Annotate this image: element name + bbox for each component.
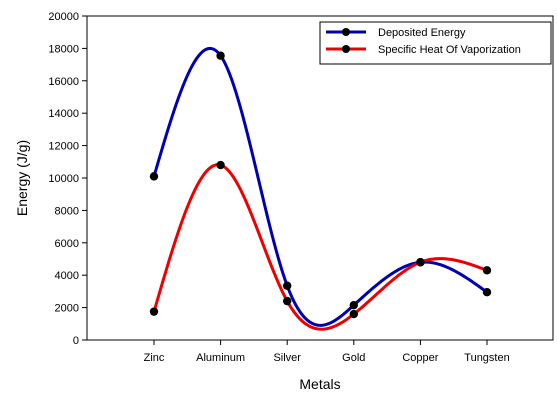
data-point-vaporization-heat xyxy=(216,160,225,170)
series-line-vaporization-heat xyxy=(152,163,488,331)
y-tick-label: 10000 xyxy=(48,173,79,185)
legend-marker-vaporization xyxy=(342,45,350,53)
y-tick-label: 16000 xyxy=(48,76,79,88)
legend-box xyxy=(319,21,552,65)
y-axis-title: Energy (J/g) xyxy=(14,140,30,216)
data-point-vaporization-heat xyxy=(416,258,425,267)
x-tick-label: Aluminum xyxy=(196,352,245,364)
x-tick-label: Tungsten xyxy=(464,352,509,364)
data-point-deposited-energy xyxy=(149,172,159,181)
y-axis: 0 2000 4000 6000 8000 10000 12000 14000 16000 180… xyxy=(48,11,87,347)
y-tick-label: 4000 xyxy=(55,270,79,282)
data-point-vaporization-heat xyxy=(283,296,292,306)
y-tick-label: 14000 xyxy=(48,108,79,120)
data-point-deposited-energy xyxy=(482,288,492,297)
series-line-deposited-energy xyxy=(152,46,488,327)
x-tick-label: Copper xyxy=(402,352,438,364)
data-point-deposited-energy xyxy=(216,51,225,60)
y-tick-label: 20000 xyxy=(48,11,79,23)
y-tick-label: 18000 xyxy=(48,43,79,55)
y-tick-label: 6000 xyxy=(55,238,79,250)
legend: Deposited Energy Specific Heat Of Vapori… xyxy=(319,21,552,65)
x-axis-title: Metals xyxy=(299,376,340,392)
series-layer xyxy=(149,46,492,331)
legend-marker-deposited xyxy=(342,28,350,36)
legend-label-vaporization: Specific Heat Of Vaporization xyxy=(378,44,521,56)
data-point-vaporization-heat xyxy=(149,307,159,316)
y-tick-label: 8000 xyxy=(55,205,79,217)
x-tick-label: Gold xyxy=(342,352,365,364)
y-tick-label: 12000 xyxy=(48,141,79,153)
x-tick-label: Silver xyxy=(273,352,301,364)
y-tick-label: 2000 xyxy=(55,303,79,315)
data-point-deposited-energy xyxy=(283,281,292,290)
data-point-vaporization-heat xyxy=(482,266,492,275)
data-point-vaporization-heat xyxy=(349,309,358,319)
legend-label-deposited: Deposited Energy xyxy=(378,27,466,39)
x-tick-label: Zinc xyxy=(144,352,165,364)
y-tick-label: 0 xyxy=(73,335,79,347)
x-axis: Zinc Aluminum Silver Gold Copper Tungsten xyxy=(144,340,510,364)
data-point-deposited-energy xyxy=(349,300,358,310)
